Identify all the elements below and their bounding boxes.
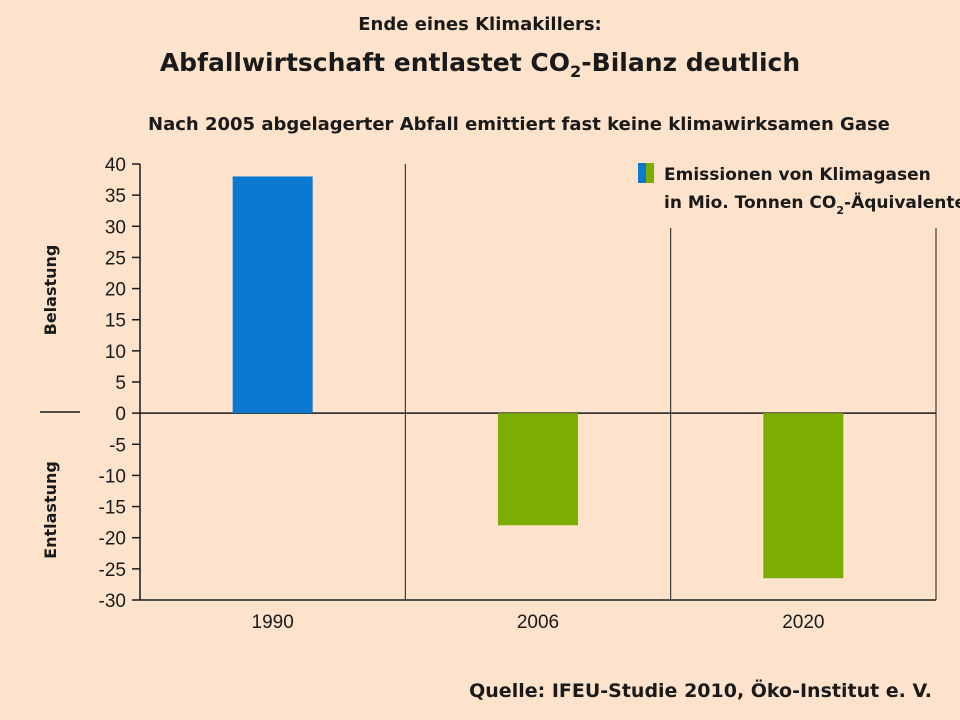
title-text-main: Abfallwirtschaft entlastet CO (159, 48, 570, 77)
x-tick-label: 1990 (252, 612, 294, 633)
bar-1990 (232, 176, 313, 414)
x-tick-label: 2020 (782, 612, 824, 633)
y-tick-label: 0 (115, 404, 126, 425)
chart-supertitle: Ende eines Klimakillers: (358, 14, 602, 35)
y-tick-label: -30 (99, 591, 126, 612)
legend-line-2-main: in Mio. Tonnen CO (664, 193, 836, 213)
chart-title: Abfallwirtschaft entlastet CO2-Bilanz de… (0, 48, 960, 81)
y-tick-label: 40 (105, 155, 126, 176)
y-tick-label: 5 (115, 373, 126, 394)
legend-swatch-green (646, 163, 654, 183)
legend-swatch-blue (638, 163, 646, 183)
legend-line-1: Emissionen von Klimagasen (664, 165, 931, 185)
chart-legend: Emissionen von Klimagasen in Mio. Tonnen… (612, 154, 960, 228)
title-text-subscript: 2 (569, 62, 582, 81)
legend-line-2-subscript: 2 (836, 204, 844, 217)
side-label-entlastung: Entlastung (41, 461, 60, 559)
y-tick-label: -5 (109, 435, 126, 456)
bar-2020 (763, 413, 844, 579)
legend-line-2: in Mio. Tonnen CO2-Äquivalente (664, 191, 960, 217)
bar-2006 (498, 413, 578, 526)
chart-bars (232, 176, 844, 579)
y-tick-label: 20 (105, 280, 126, 301)
y-tick-label: -25 (99, 560, 126, 581)
y-tick-label: -15 (99, 498, 126, 519)
legend-line-2-rest: -Äquivalente (844, 191, 960, 213)
y-tick-label: 35 (105, 186, 126, 207)
legend-background (612, 154, 942, 228)
y-tick-label: 30 (105, 217, 126, 238)
source-note: Quelle: IFEU-Studie 2010, Öko-Institut e… (469, 680, 932, 702)
chart-subtitle: Nach 2005 abgelagerter Abfall emittiert … (148, 114, 890, 135)
y-tick-label: 15 (105, 311, 126, 332)
y-tick-label: 25 (105, 248, 126, 269)
title-text-rest: -Bilanz deutlich (581, 48, 801, 77)
x-tick-label: 2006 (517, 612, 559, 633)
y-tick-label: -20 (99, 529, 126, 550)
y-tick-label: -10 (99, 466, 126, 487)
side-label-belastung: Belastung (41, 245, 60, 336)
y-tick-label: 10 (105, 342, 126, 363)
